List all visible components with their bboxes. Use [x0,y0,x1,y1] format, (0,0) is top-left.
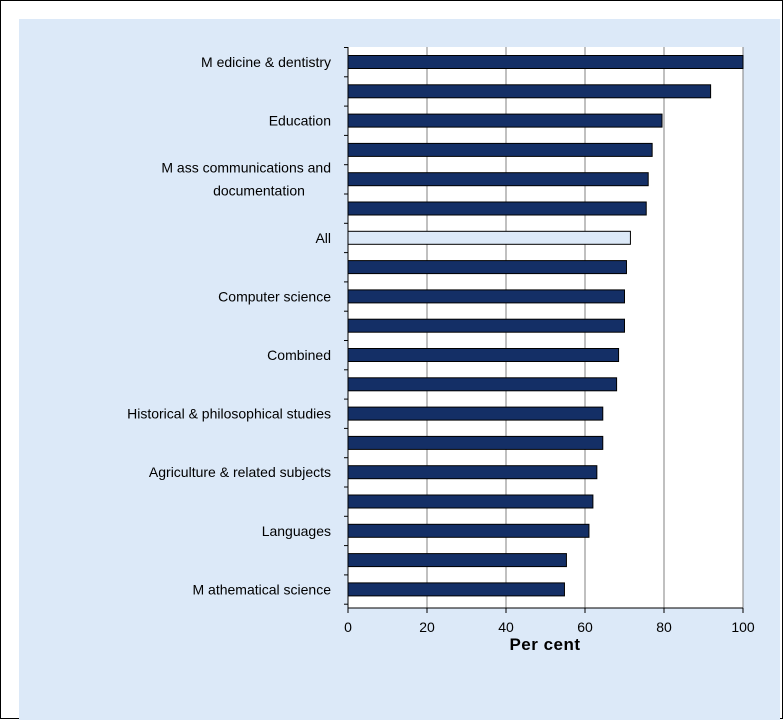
category-label: Historical & philosophical studies [127,406,331,422]
x-axis-title: Per cent [509,635,580,654]
bar-5 [347,201,647,216]
bar-14 [347,465,598,480]
x-tick-label: 20 [419,619,435,635]
bar-18 [347,582,565,597]
bar-7 [347,260,627,275]
category-label: Computer science [218,288,331,304]
bar-8 [347,289,625,304]
category-label: All [315,230,331,246]
bar-10 [347,348,620,362]
x-tick-label: 60 [577,619,593,635]
category-label: Agriculture & related subjects [149,464,331,480]
x-tick-label: 40 [498,619,514,635]
bar-11 [347,377,618,392]
bar-6 [347,230,631,245]
bar-2 [347,113,663,128]
bar-15 [347,494,594,509]
category-label: M athematical science [192,581,331,597]
category-label: Education [269,113,331,129]
bar-0 [347,55,744,69]
category-label: documentation [213,183,305,199]
bar-13 [347,435,604,450]
x-tick-label: 0 [344,619,352,635]
bar-4 [347,172,649,187]
category-label: M edicine & dentistry [201,54,331,70]
bar-12 [347,406,604,421]
bar-16 [347,523,590,538]
bar-9 [347,318,625,333]
bar-1 [347,84,712,99]
category-label: Languages [262,523,331,539]
bar-17 [347,553,567,568]
category-label: M ass communications and [161,160,331,176]
x-tick-label: 80 [656,619,672,635]
x-tick-label: 100 [731,619,755,635]
category-label: Combined [267,347,331,363]
bar-3 [347,142,653,157]
